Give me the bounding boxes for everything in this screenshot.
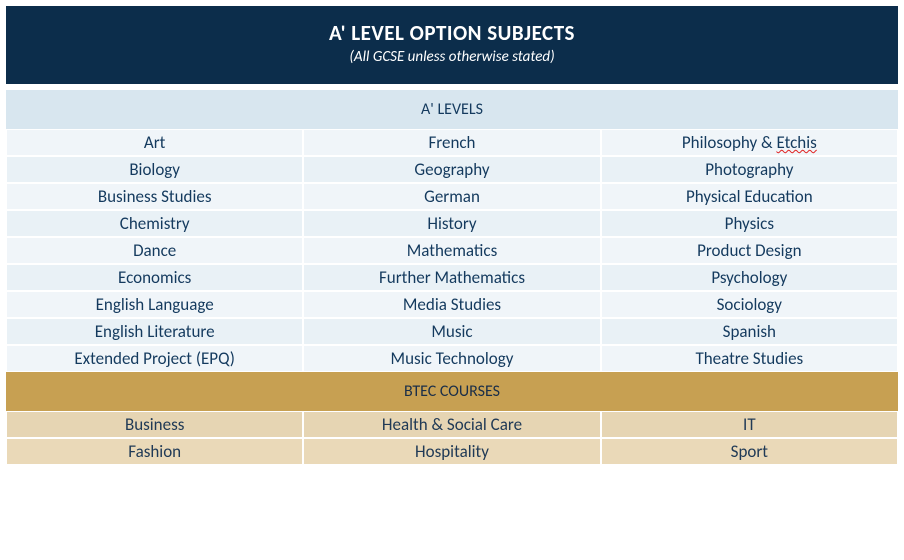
subject-cell: English Language	[6, 291, 303, 318]
subject-cell: Physical Education	[601, 183, 898, 210]
subject-cell: Psychology	[601, 264, 898, 291]
subject-cell: Mathematics	[303, 237, 600, 264]
table-row: English LiteratureMusicSpanish	[6, 318, 898, 345]
subject-cell: Product Design	[601, 237, 898, 264]
subject-cell: Sociology	[601, 291, 898, 318]
main-header: A' LEVEL OPTION SUBJECTS (All GCSE unles…	[6, 6, 898, 84]
subject-cell: Spanish	[601, 318, 898, 345]
subject-cell: Media Studies	[303, 291, 600, 318]
subject-cell: Chemistry	[6, 210, 303, 237]
subject-cell: Fashion	[6, 438, 303, 465]
table-row: Extended Project (EPQ)Music TechnologyTh…	[6, 345, 898, 372]
subject-cell: French	[303, 129, 600, 156]
spellcheck-word: Etchis	[777, 132, 817, 153]
subject-cell: Business	[6, 411, 303, 438]
subject-cell: Health & Social Care	[303, 411, 600, 438]
subject-cell: Sport	[601, 438, 898, 465]
table-row: BiologyGeographyPhotography	[6, 156, 898, 183]
subject-cell: Extended Project (EPQ)	[6, 345, 303, 372]
subject-cell: Theatre Studies	[601, 345, 898, 372]
alevels-rows: ArtFrenchPhilosophy & EtchisBiologyGeogr…	[6, 129, 898, 372]
subject-cell: Further Mathematics	[303, 264, 600, 291]
subject-cell: Geography	[303, 156, 600, 183]
table-row: Business StudiesGermanPhysical Education	[6, 183, 898, 210]
subject-cell: Dance	[6, 237, 303, 264]
table-row: EconomicsFurther MathematicsPsychology	[6, 264, 898, 291]
subject-cell: Economics	[6, 264, 303, 291]
subject-cell: Philosophy & Etchis	[601, 129, 898, 156]
table-row: DanceMathematicsProduct Design	[6, 237, 898, 264]
btec-rows: BusinessHealth & Social CareITFashionHos…	[6, 411, 898, 465]
table-row: BusinessHealth & Social CareIT	[6, 411, 898, 438]
subject-cell: IT	[601, 411, 898, 438]
subject-cell: Physics	[601, 210, 898, 237]
table-row: FashionHospitalitySport	[6, 438, 898, 465]
table-row: ChemistryHistoryPhysics	[6, 210, 898, 237]
subject-cell: Music	[303, 318, 600, 345]
alevels-section-header: A' LEVELS	[6, 90, 898, 129]
subject-cell: Photography	[601, 156, 898, 183]
main-subtitle: (All GCSE unless otherwise stated)	[16, 48, 888, 66]
table-row: ArtFrenchPhilosophy & Etchis	[6, 129, 898, 156]
subject-cell: History	[303, 210, 600, 237]
subjects-table: A' LEVEL OPTION SUBJECTS (All GCSE unles…	[6, 6, 898, 465]
subject-cell: Hospitality	[303, 438, 600, 465]
subject-cell: Business Studies	[6, 183, 303, 210]
main-title: A' LEVEL OPTION SUBJECTS	[16, 20, 888, 46]
subject-cell: Biology	[6, 156, 303, 183]
subject-cell: English Literature	[6, 318, 303, 345]
btec-section-header: BTEC COURSES	[6, 372, 898, 411]
subject-cell: German	[303, 183, 600, 210]
subject-cell: Music Technology	[303, 345, 600, 372]
table-row: English LanguageMedia StudiesSociology	[6, 291, 898, 318]
subject-cell: Art	[6, 129, 303, 156]
